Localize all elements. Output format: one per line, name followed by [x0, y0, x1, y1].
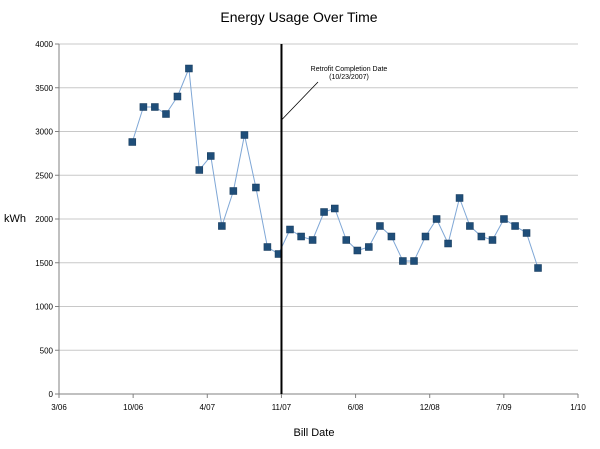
data-point — [477, 232, 486, 241]
y-tick-label: 0 — [49, 390, 54, 399]
y-axis-label: kWh — [4, 213, 26, 225]
y-tick-label: 4000 — [35, 40, 53, 49]
y-tick-label: 500 — [40, 346, 54, 355]
x-axis-label: Bill Date — [294, 427, 335, 439]
x-tick-label: 12/08 — [420, 403, 441, 412]
chart-title: Energy Usage Over Time — [220, 9, 377, 25]
data-point — [331, 204, 339, 213]
data-point — [320, 208, 328, 216]
data-point — [500, 215, 508, 223]
data-point — [410, 257, 418, 265]
x-tick-label: 10/06 — [123, 403, 144, 412]
series-line — [131, 68, 539, 269]
data-point — [342, 236, 351, 244]
data-point — [263, 243, 272, 251]
x-tick-label: 3/06 — [51, 403, 67, 412]
data-point — [534, 264, 542, 272]
y-tick-label: 3500 — [35, 84, 53, 93]
data-point — [466, 222, 474, 230]
data-point — [162, 110, 170, 118]
data-point — [252, 183, 260, 192]
data-point — [421, 232, 430, 241]
data-point — [444, 239, 452, 248]
data-point — [128, 138, 137, 146]
y-tick-label: 2000 — [35, 215, 53, 224]
annotation-callout-line — [281, 81, 319, 121]
y-axis-ticks: 0 500 1000 1500 2000 2500 3000 3500 4000 — [35, 40, 59, 399]
annotation-group: Retrofit Completion Date (10/23/2007) — [280, 44, 388, 394]
annotation-label-line2: (10/23/2007) — [329, 74, 369, 81]
data-point — [207, 152, 215, 160]
data-point — [387, 232, 396, 241]
data-point — [229, 187, 238, 195]
data-point — [185, 64, 193, 73]
data-point — [195, 166, 204, 174]
data-point — [399, 257, 407, 265]
x-tick-label: 4/07 — [199, 403, 215, 412]
data-point — [522, 229, 531, 237]
data-point — [297, 232, 305, 241]
grid-lines — [59, 43, 578, 395]
axes — [58, 44, 578, 395]
data-point — [240, 131, 249, 139]
data-point — [139, 103, 148, 111]
series-group — [128, 64, 542, 272]
x-tick-label: 11/07 — [272, 403, 292, 412]
x-tick-label: 6/08 — [348, 403, 364, 412]
data-point — [286, 225, 294, 234]
y-tick-label: 3000 — [35, 128, 53, 137]
data-point — [455, 194, 464, 202]
data-point — [173, 92, 182, 101]
data-point — [308, 236, 317, 244]
data-point — [511, 222, 519, 230]
data-point — [376, 222, 384, 230]
x-axis-ticks: 3/06 10/06 4/07 11/07 6/08 12/08 7/09 1/10 — [51, 394, 586, 412]
data-point — [353, 246, 362, 255]
data-point — [365, 243, 373, 251]
annotation-label-line1: Retrofit Completion Date — [311, 66, 388, 73]
y-tick-label: 2500 — [35, 171, 53, 180]
y-tick-label: 1500 — [35, 259, 53, 268]
data-point — [488, 236, 497, 244]
x-tick-label: 1/10 — [570, 403, 586, 412]
data-point — [432, 215, 441, 223]
x-tick-label: 7/09 — [496, 403, 512, 412]
y-tick-label: 1000 — [35, 303, 53, 312]
data-point — [151, 103, 159, 111]
data-point — [218, 222, 226, 230]
